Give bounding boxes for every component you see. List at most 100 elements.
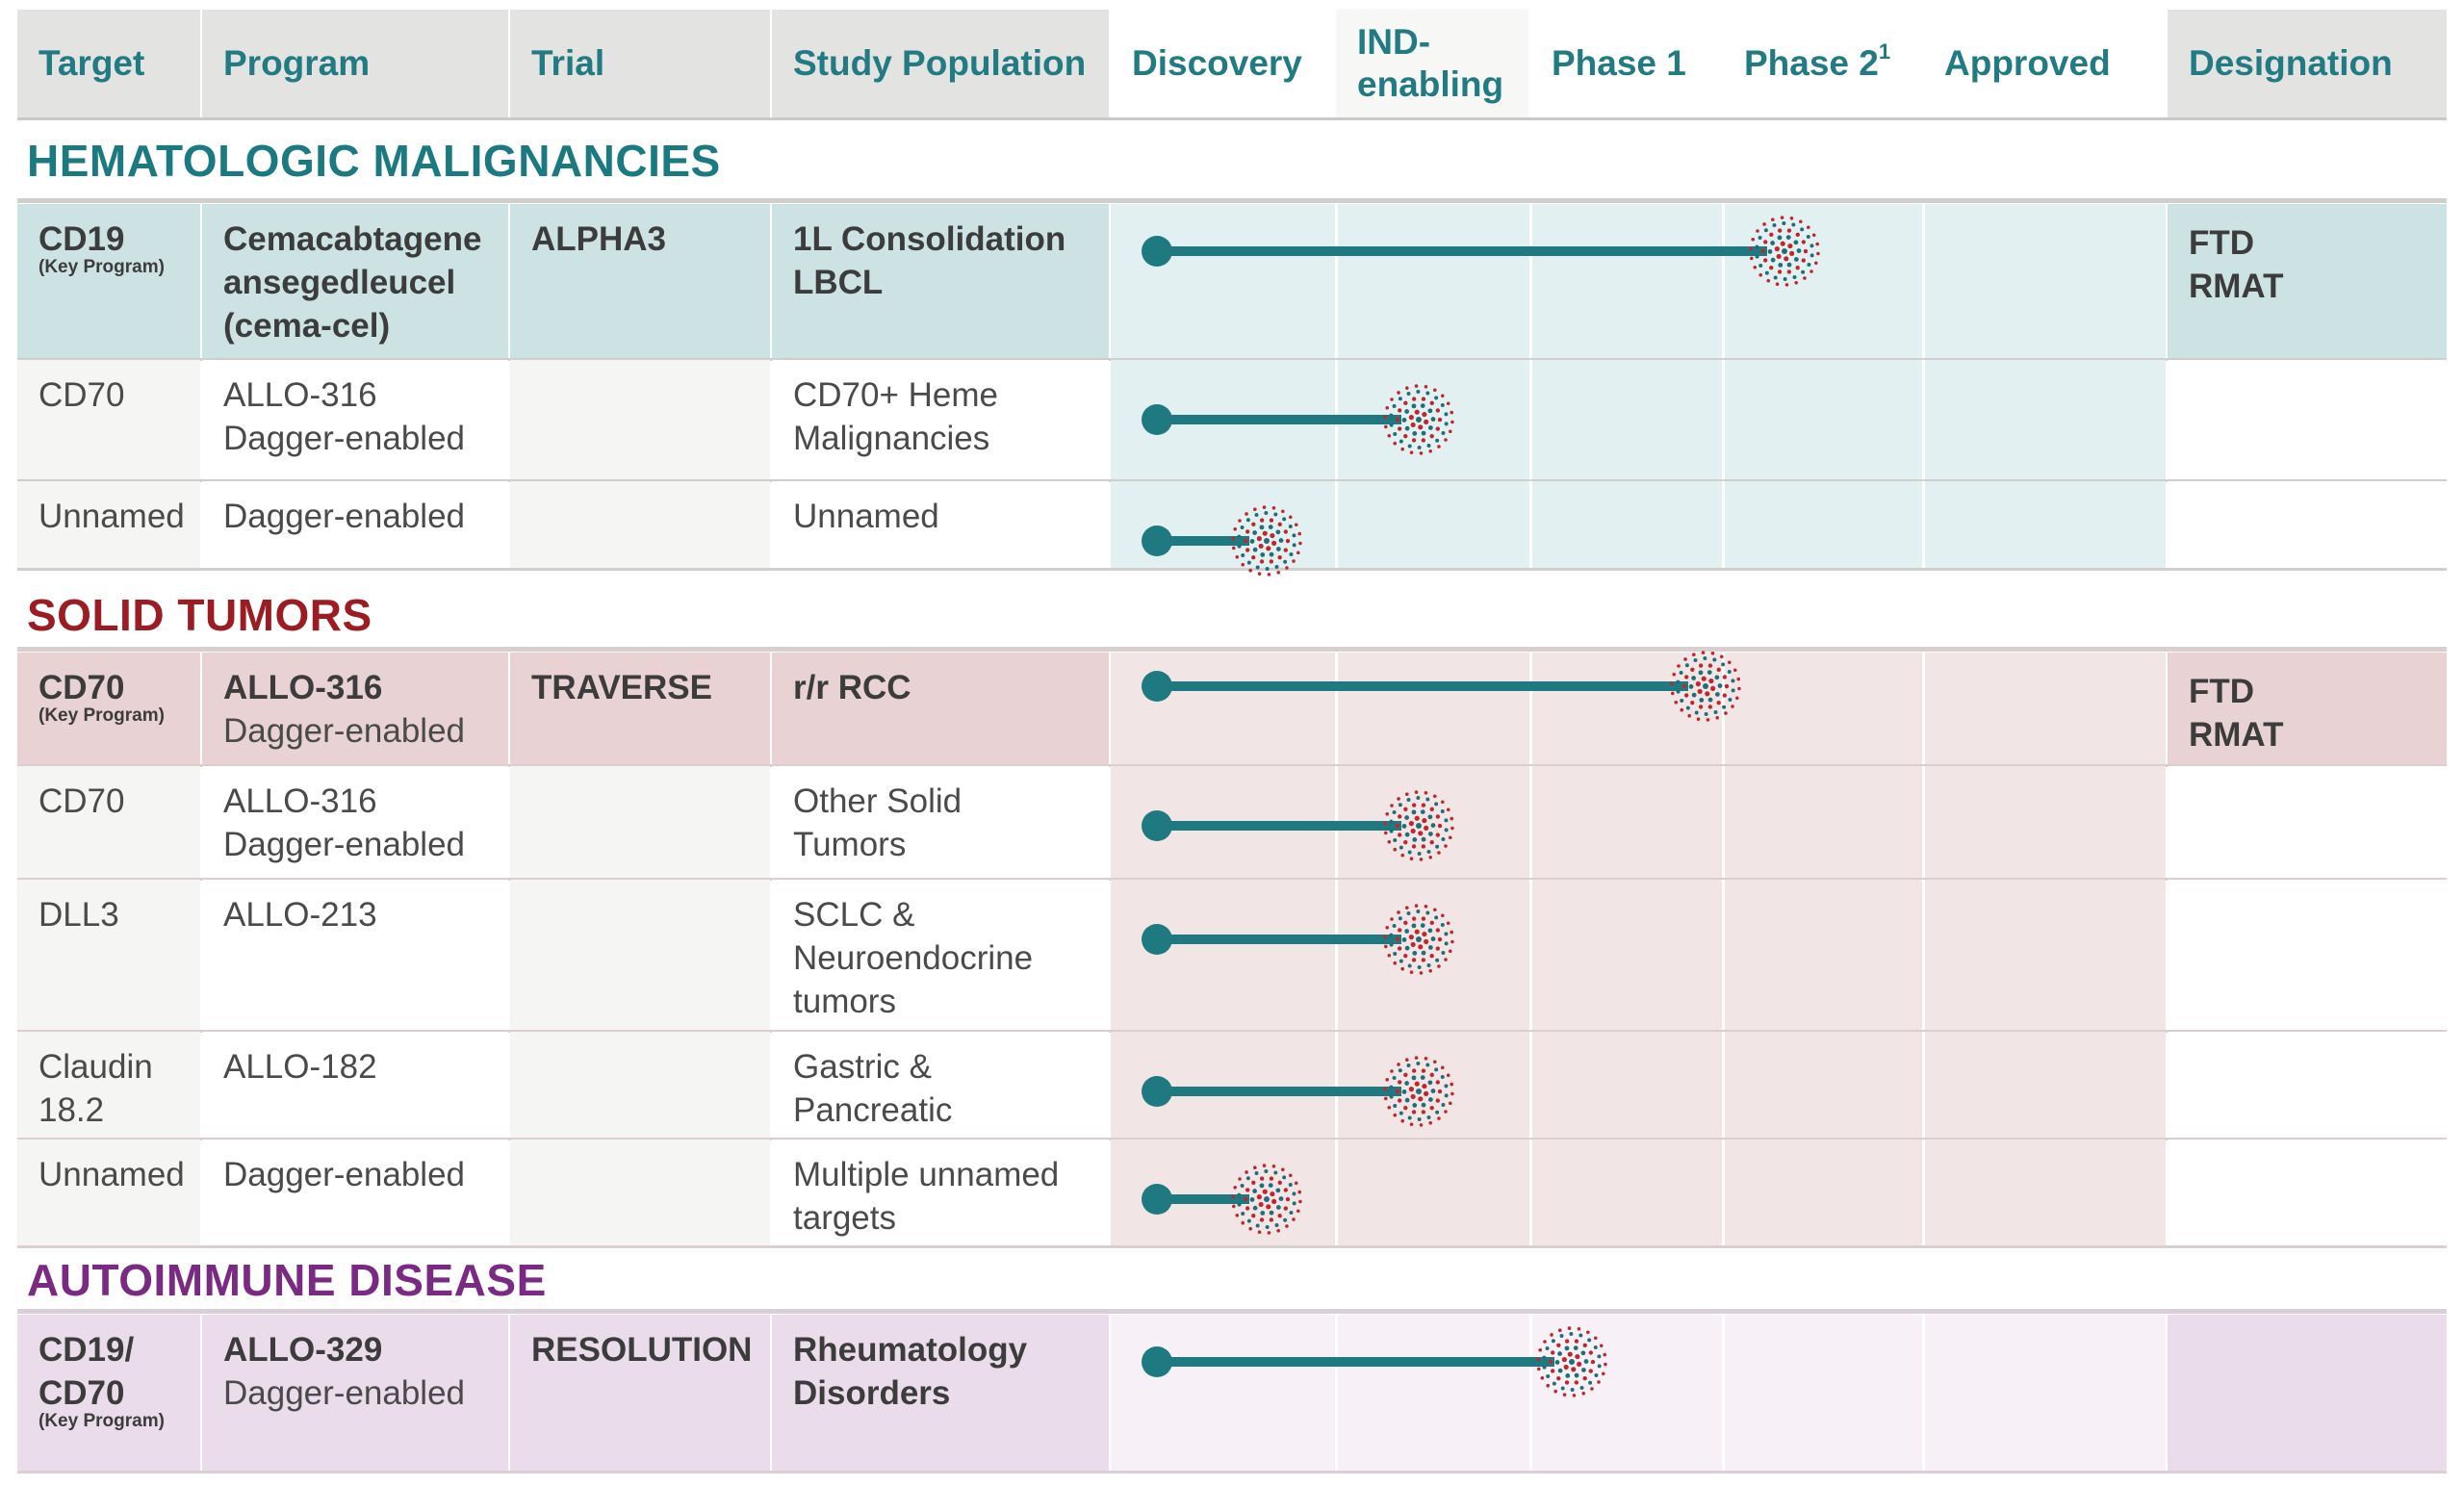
target-text: CD70 — [38, 782, 125, 820]
progress-bar — [1157, 1194, 1249, 1204]
header-discovery-label: Discovery — [1132, 43, 1302, 83]
designation-cell — [2168, 360, 2447, 481]
trial-cell — [510, 880, 770, 1032]
study-population: r/r RCC — [793, 669, 911, 706]
trial-cell — [510, 1315, 770, 1473]
population-cell — [772, 360, 1109, 481]
key-program-note: (Key Program) — [38, 257, 165, 277]
population-cell — [772, 766, 1109, 880]
phase-divider — [1529, 1032, 1532, 1140]
phase-divider — [1922, 1140, 1925, 1247]
trial-name: ALPHA3 — [531, 220, 667, 258]
key-program-note: (Key Program) — [38, 1411, 165, 1431]
header-program-bg — [202, 10, 508, 117]
population-cell — [772, 481, 1109, 570]
row-rule — [17, 1245, 2447, 1248]
progress-bar — [1157, 935, 1401, 944]
target-cell — [17, 880, 200, 1032]
phase-divider — [1529, 766, 1532, 880]
program-subtitle: Dagger-enabled — [223, 712, 466, 750]
trial-cell — [510, 653, 770, 766]
program-name: ALLO-182 — [223, 1048, 377, 1086]
program-cell — [202, 481, 508, 570]
phase-divider — [1722, 1032, 1725, 1140]
row-rule — [17, 764, 2447, 767]
header-trial: Trial — [531, 10, 768, 117]
phase-divider — [1722, 766, 1725, 880]
target-text: CD70 — [38, 376, 125, 414]
progress-bar — [1157, 821, 1401, 831]
phase-track — [1111, 481, 2166, 570]
designation-cell — [2168, 1032, 2447, 1140]
target-text: Claudin 18.2 — [38, 1048, 153, 1129]
header-rule — [17, 117, 2447, 120]
target-cell — [17, 1032, 200, 1140]
key-program-note: (Key Program) — [38, 705, 165, 726]
target-text: CD19 — [38, 220, 125, 258]
program-subtitle: Dagger-enabled — [223, 826, 466, 863]
study-population: CD70+ Heme Malignancies — [793, 376, 999, 457]
row-rule — [17, 1471, 2447, 1473]
program-name: ALLO-316 — [223, 669, 383, 706]
phase-divider — [1922, 481, 1925, 570]
population-cell — [772, 653, 1109, 766]
phase-divider — [1335, 1032, 1338, 1140]
header-program: Program — [223, 10, 506, 117]
program-cell — [202, 204, 508, 360]
phase-divider — [1335, 880, 1338, 1032]
phase-divider — [1722, 204, 1725, 360]
trial-cell — [510, 1032, 770, 1140]
phase-divider — [1335, 1315, 1338, 1473]
phase-divider — [1529, 1140, 1532, 1247]
study-population: Rheumatology Disorders — [793, 1331, 1028, 1412]
population-cell — [772, 1140, 1109, 1247]
study-population: Other Solid Tumors — [793, 782, 962, 863]
phase-divider — [1529, 653, 1532, 766]
header-phase-1: Phase 1 — [1552, 10, 1719, 117]
progress-marker-icon — [1231, 1164, 1302, 1235]
phase-track — [1111, 1315, 2166, 1473]
phase-divider — [1335, 481, 1338, 570]
phase-divider — [1529, 360, 1532, 481]
phase-divider — [1922, 880, 1925, 1032]
target-text: CD19/ CD70 — [38, 1331, 135, 1412]
progress-bar — [1157, 536, 1249, 546]
program-cell — [202, 1315, 508, 1473]
designation-cell — [2168, 1315, 2447, 1473]
trial-cell — [510, 360, 770, 481]
phase-divider — [1922, 204, 1925, 360]
phase-divider — [1922, 653, 1925, 766]
designation-cell — [2168, 653, 2447, 766]
phase-divider — [1922, 766, 1925, 880]
program-cell — [202, 1032, 508, 1140]
phase-2-footnote: 1 — [1878, 39, 1891, 64]
phase-track — [1111, 880, 2166, 1032]
header-approved-bg — [1923, 10, 2166, 117]
progress-marker-icon — [1536, 1326, 1608, 1397]
program-cell — [202, 766, 508, 880]
designation-cell — [2168, 481, 2447, 570]
progress-marker-icon — [1383, 790, 1454, 861]
progress-marker-icon — [1383, 1056, 1454, 1127]
progress-bar — [1157, 1087, 1401, 1096]
phase-divider — [1722, 360, 1725, 481]
progress-marker-icon — [1749, 215, 1821, 287]
study-population: Gastric & Pancreatic — [793, 1048, 953, 1129]
trial-cell — [510, 1140, 770, 1247]
header-ind-enabling-bg — [1336, 10, 1528, 117]
phase-track — [1111, 1140, 2166, 1247]
header-discovery-bg — [1111, 10, 1334, 117]
trial-cell — [510, 481, 770, 570]
phase-divider — [1922, 360, 1925, 481]
program-cell — [202, 360, 508, 481]
designation: FTD RMAT — [2189, 224, 2284, 305]
designation-cell — [2168, 204, 2447, 360]
header-study-population: Study Population — [793, 10, 1107, 117]
progress-marker-icon — [1670, 651, 1741, 723]
study-population: Unnamed — [793, 498, 939, 535]
study-population: 1L Consolidation LBCL — [793, 220, 1066, 301]
header-designation: Designation — [2189, 10, 2445, 117]
progress-marker-icon — [1383, 384, 1454, 455]
section-title-1: SOLID TUMORS — [27, 590, 372, 640]
